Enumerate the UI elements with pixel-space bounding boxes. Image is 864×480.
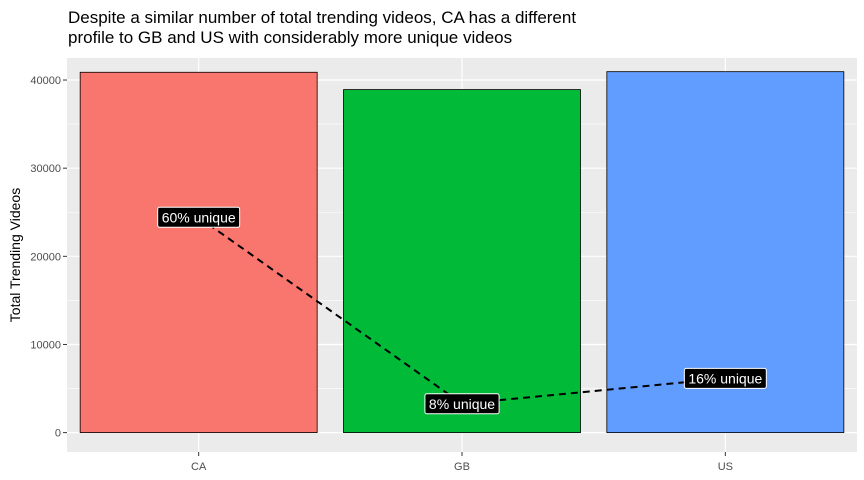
unique-label-box [157,206,241,228]
chart-title-line-1: Despite a similar number of total trendi… [68,8,577,27]
x-tick-label: CA [191,461,207,473]
unique-label-box [683,367,767,389]
chart-title-line-2: profile to GB and US with considerably m… [68,28,513,47]
y-tick-label: 10000 [30,339,61,351]
y-tick-label: 20000 [30,251,61,263]
unique-label-text: 8% unique [429,396,495,412]
unique-label-gb: 8% unique [424,393,500,415]
unique-label-ca: 60% unique [157,206,241,228]
unique-label-box [424,393,500,415]
unique-label-us: 16% unique [683,367,767,389]
x-axis: CA GB US [191,452,733,473]
bar-gb [343,89,581,434]
y-tick-label: 40000 [30,75,61,87]
unique-labels: 60% unique 8% unique 16% unique [157,206,767,415]
chart-title: Despite a similar number of total trendi… [68,8,576,48]
y-tick-label: 30000 [30,163,61,175]
y-tick-label: 0 [55,428,61,440]
unique-label-text: 60% unique [162,209,236,225]
y-axis: 0 10000 20000 30000 40000 [30,75,67,440]
y-axis-label: Total Trending Videos [7,188,23,322]
x-tick-label: GB [454,461,470,473]
x-tick-label: US [718,461,733,473]
bar-ca [79,71,318,434]
unique-label-text: 16% unique [688,370,762,386]
